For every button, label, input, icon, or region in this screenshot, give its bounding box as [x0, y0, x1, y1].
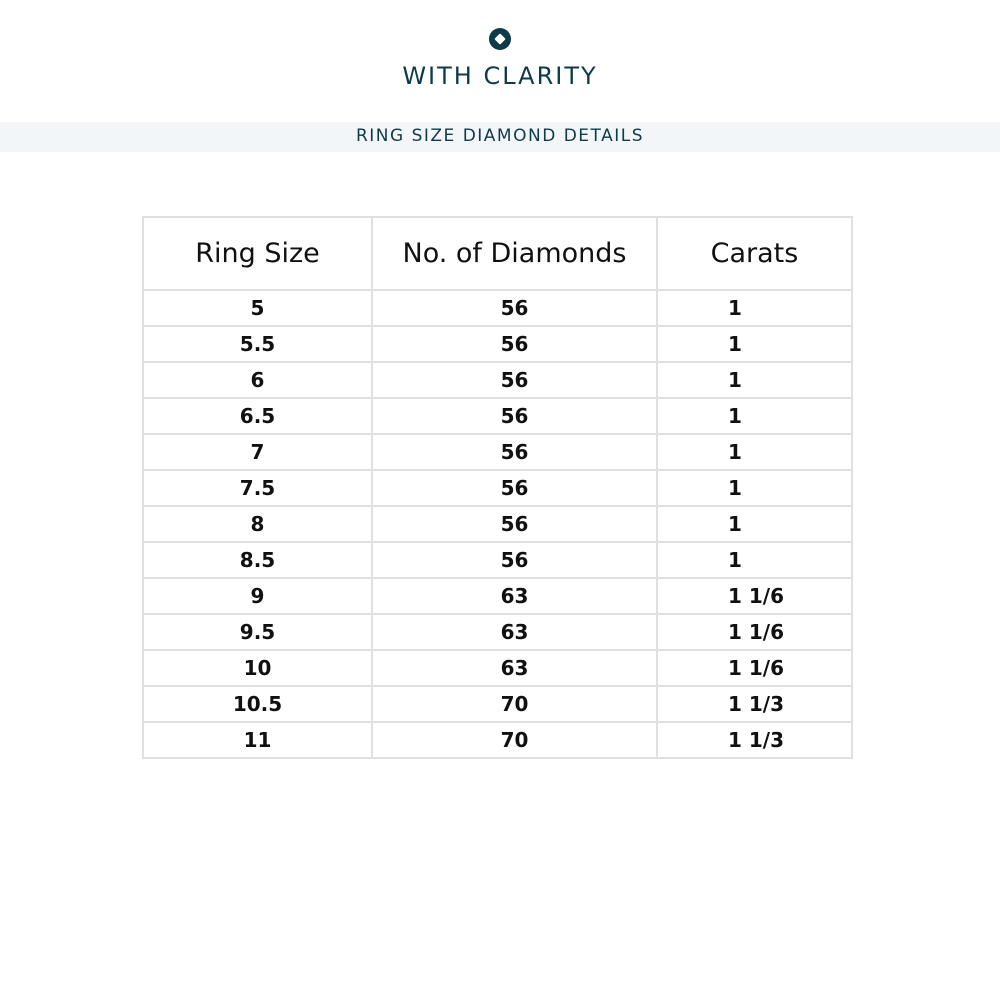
- ring-size-table: Ring Size No. of Diamonds Carats 5 56 1 5.5…: [142, 216, 853, 759]
- cell-no-of-diamonds: 63: [371, 577, 658, 615]
- table-row: 8 56 1: [142, 505, 853, 543]
- cell-no-of-diamonds: 56: [371, 433, 658, 471]
- cell-carats: 1 1/3: [656, 685, 853, 723]
- table-row: 8.5 56 1: [142, 541, 853, 579]
- cell-ring-size: 9.5: [142, 613, 373, 651]
- cell-carats: 1 1/6: [656, 577, 853, 615]
- cell-no-of-diamonds: 56: [371, 397, 658, 435]
- table-header-row: Ring Size No. of Diamonds Carats: [142, 216, 853, 291]
- cell-no-of-diamonds: 56: [371, 325, 658, 363]
- cell-carats: 1: [656, 397, 853, 435]
- cell-carats: 1: [656, 505, 853, 543]
- cell-no-of-diamonds: 56: [371, 289, 658, 327]
- page-title: RING SIZE DIAMOND DETAILS: [355, 126, 644, 146]
- cell-no-of-diamonds: 63: [371, 649, 658, 687]
- table-row: 5 56 1: [142, 289, 853, 327]
- cell-ring-size: 6: [142, 361, 373, 399]
- cell-carats: 1 1/6: [656, 613, 853, 651]
- cell-carats: 1: [656, 433, 853, 471]
- cell-carats: 1 1/3: [656, 721, 853, 759]
- table-row: 11 70 1 1/3: [142, 721, 853, 759]
- table-row: 7.5 56 1: [142, 469, 853, 507]
- table-row: 9.5 63 1 1/6: [142, 613, 853, 651]
- cell-carats: 1 1/6: [656, 649, 853, 687]
- cell-no-of-diamonds: 56: [371, 541, 658, 579]
- cell-ring-size: 10.5: [142, 685, 373, 723]
- header-ring-size: Ring Size: [142, 216, 373, 291]
- table-row: 7 56 1: [142, 433, 853, 471]
- cell-ring-size: 10: [142, 649, 373, 687]
- brand-name: WITH CLARITY: [402, 62, 598, 90]
- cell-carats: 1: [656, 361, 853, 399]
- diamond-in-circle-icon: [489, 28, 511, 50]
- cell-carats: 1: [656, 469, 853, 507]
- table-row: 10 63 1 1/6: [142, 649, 853, 687]
- cell-ring-size: 8.5: [142, 541, 373, 579]
- table-row: 5.5 56 1: [142, 325, 853, 363]
- table-row: 6 56 1: [142, 361, 853, 399]
- cell-ring-size: 9: [142, 577, 373, 615]
- cell-no-of-diamonds: 56: [371, 361, 658, 399]
- table-row: 10.5 70 1 1/3: [142, 685, 853, 723]
- cell-no-of-diamonds: 56: [371, 505, 658, 543]
- cell-ring-size: 5: [142, 289, 373, 327]
- cell-ring-size: 11: [142, 721, 373, 759]
- cell-carats: 1: [656, 325, 853, 363]
- cell-ring-size: 6.5: [142, 397, 373, 435]
- table-row: 6.5 56 1: [142, 397, 853, 435]
- cell-ring-size: 7.5: [142, 469, 373, 507]
- header-no-of-diamonds: No. of Diamonds: [371, 216, 658, 291]
- cell-no-of-diamonds: 63: [371, 613, 658, 651]
- cell-no-of-diamonds: 70: [371, 685, 658, 723]
- cell-ring-size: 5.5: [142, 325, 373, 363]
- cell-carats: 1: [656, 541, 853, 579]
- table-row: 9 63 1 1/6: [142, 577, 853, 615]
- page-title-banner: RING SIZE DIAMOND DETAILS: [0, 122, 1000, 152]
- header-carats: Carats: [656, 216, 853, 291]
- cell-ring-size: 7: [142, 433, 373, 471]
- cell-carats: 1: [656, 289, 853, 327]
- cell-no-of-diamonds: 56: [371, 469, 658, 507]
- cell-no-of-diamonds: 70: [371, 721, 658, 759]
- cell-ring-size: 8: [142, 505, 373, 543]
